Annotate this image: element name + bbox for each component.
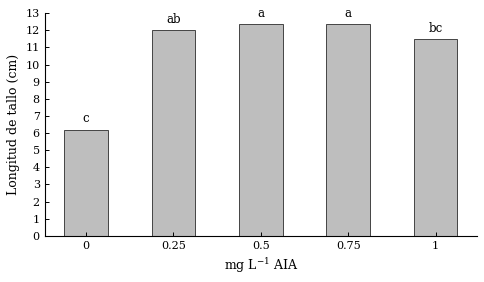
Text: bc: bc [428, 22, 443, 35]
Y-axis label: Longitud de tallo (cm): Longitud de tallo (cm) [7, 54, 20, 195]
Bar [326, 24, 370, 236]
Text: ab: ab [166, 13, 181, 26]
Bar [64, 130, 108, 236]
Text: a: a [257, 7, 264, 20]
X-axis label: mg L$^{-1}$ AIA: mg L$^{-1}$ AIA [224, 256, 298, 275]
Text: c: c [83, 112, 90, 125]
Bar [414, 39, 457, 236]
Bar [239, 24, 283, 236]
Text: a: a [345, 7, 352, 20]
Bar [151, 30, 196, 236]
